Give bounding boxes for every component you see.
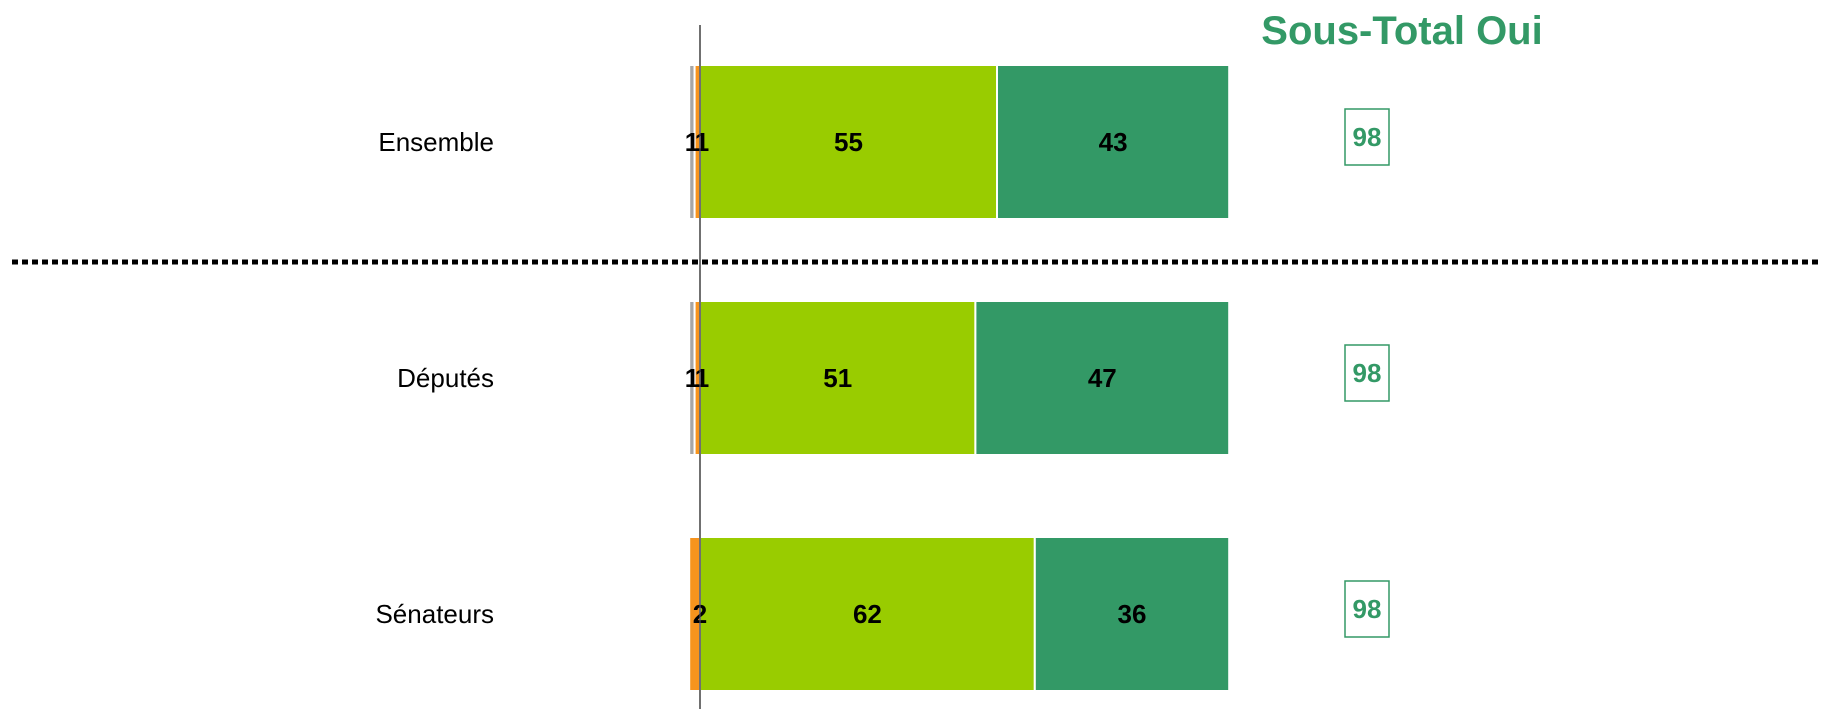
bar-segment [974,300,1231,456]
subtotal-header: Sous-Total Oui [1261,9,1542,53]
segment-label: 55 [834,127,863,157]
subtotal-value: 98 [1353,122,1382,152]
segment-label: 43 [1099,127,1128,157]
segment-label: 1 [695,127,709,157]
category-label: Ensemble [378,127,494,157]
segment-label: 47 [1088,363,1117,393]
segment-label: 1 [685,127,699,157]
subtotal-box [1344,344,1390,402]
segment-label: 62 [853,599,882,629]
subtotal-box [1344,108,1390,166]
category-label: Députés [397,363,494,393]
bar-segment [699,64,998,220]
subtotal-value: 98 [1353,594,1382,624]
bar-segment [996,64,1231,220]
segment-label: 36 [1118,599,1147,629]
subtotal-value: 98 [1353,358,1382,388]
bar-segment [1033,536,1231,692]
segment-label: 1 [685,363,699,393]
segment-label: 51 [823,363,852,393]
segment-label: 1 [695,363,709,393]
category-label: Sénateurs [375,599,494,629]
subtotal-box [1344,580,1390,638]
